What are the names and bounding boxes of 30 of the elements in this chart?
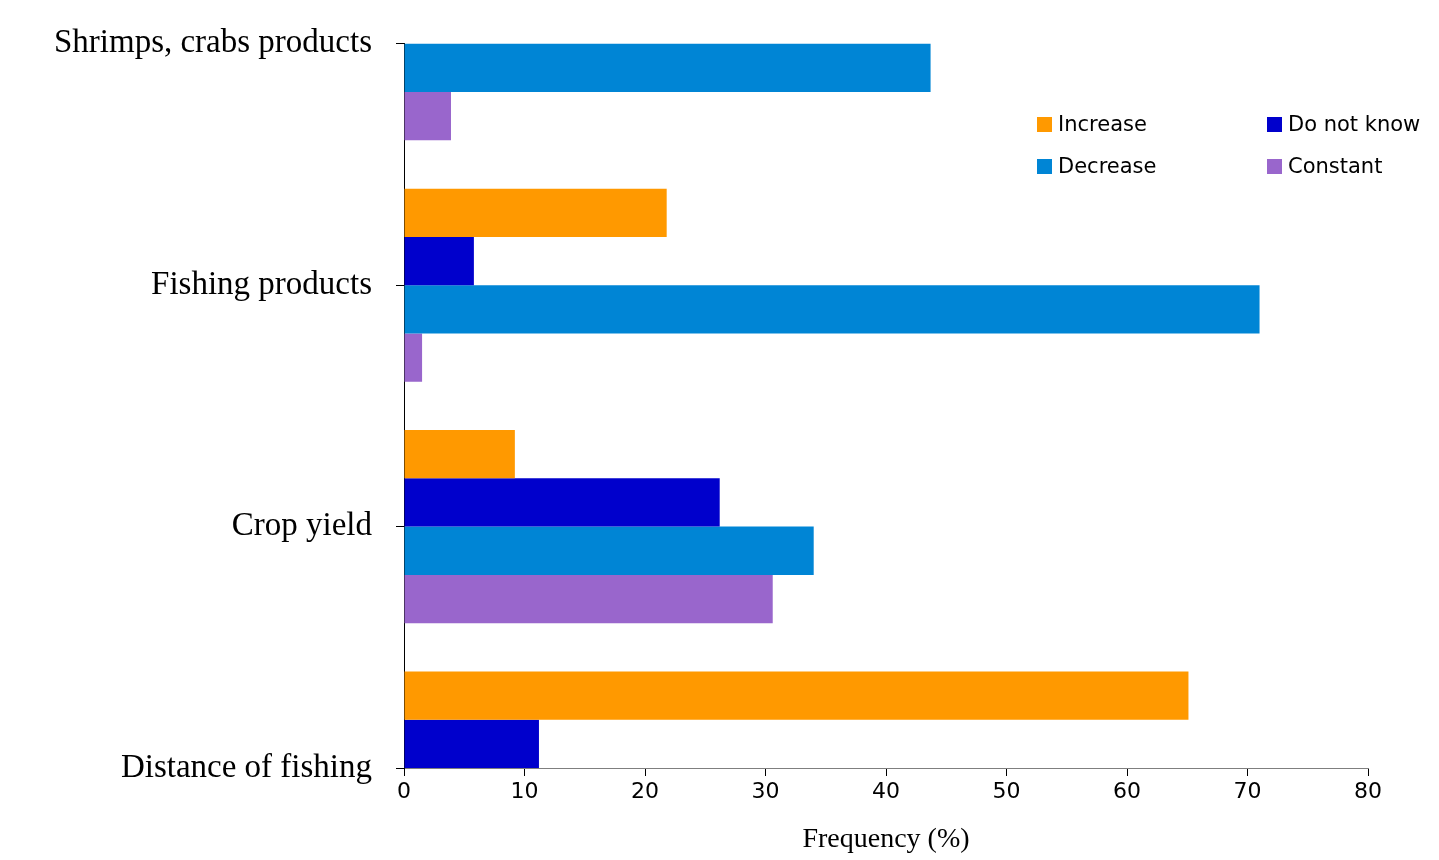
y-tick-label: Shrimps, crabs products xyxy=(53,23,372,60)
bar xyxy=(404,719,539,768)
y-tick-label: Fishing products xyxy=(151,264,372,301)
x-tick-label: 10 xyxy=(510,777,539,803)
x-tick-label: 70 xyxy=(1233,777,1262,803)
bar xyxy=(404,526,814,575)
bar xyxy=(404,92,451,141)
x-tick-label: 0 xyxy=(397,777,411,803)
bar xyxy=(404,285,1260,334)
x-tick-label: 30 xyxy=(751,777,780,803)
x-tick-label: 80 xyxy=(1354,777,1382,803)
y-tick-label: Crop yield xyxy=(231,506,373,543)
bar xyxy=(404,430,515,479)
x-tick-label: 60 xyxy=(1113,777,1141,803)
bar xyxy=(404,43,931,93)
legend-label: Increase xyxy=(1058,112,1147,136)
bar xyxy=(404,671,1189,720)
bar xyxy=(404,574,773,624)
x-tick-label: 50 xyxy=(992,777,1021,803)
legend-label: Do not know xyxy=(1288,112,1421,136)
bar xyxy=(404,333,423,382)
bar xyxy=(404,236,474,286)
legend-label: Constant xyxy=(1288,154,1383,178)
y-tick-label: Distance of fishing xyxy=(120,747,372,784)
x-tick-label: 20 xyxy=(631,777,659,803)
x-tick-label: 40 xyxy=(872,777,900,803)
bar xyxy=(404,188,667,237)
legend-label: Decrease xyxy=(1058,154,1157,178)
x-axis-title: Frequency (%) xyxy=(802,821,970,853)
bar xyxy=(404,478,720,527)
